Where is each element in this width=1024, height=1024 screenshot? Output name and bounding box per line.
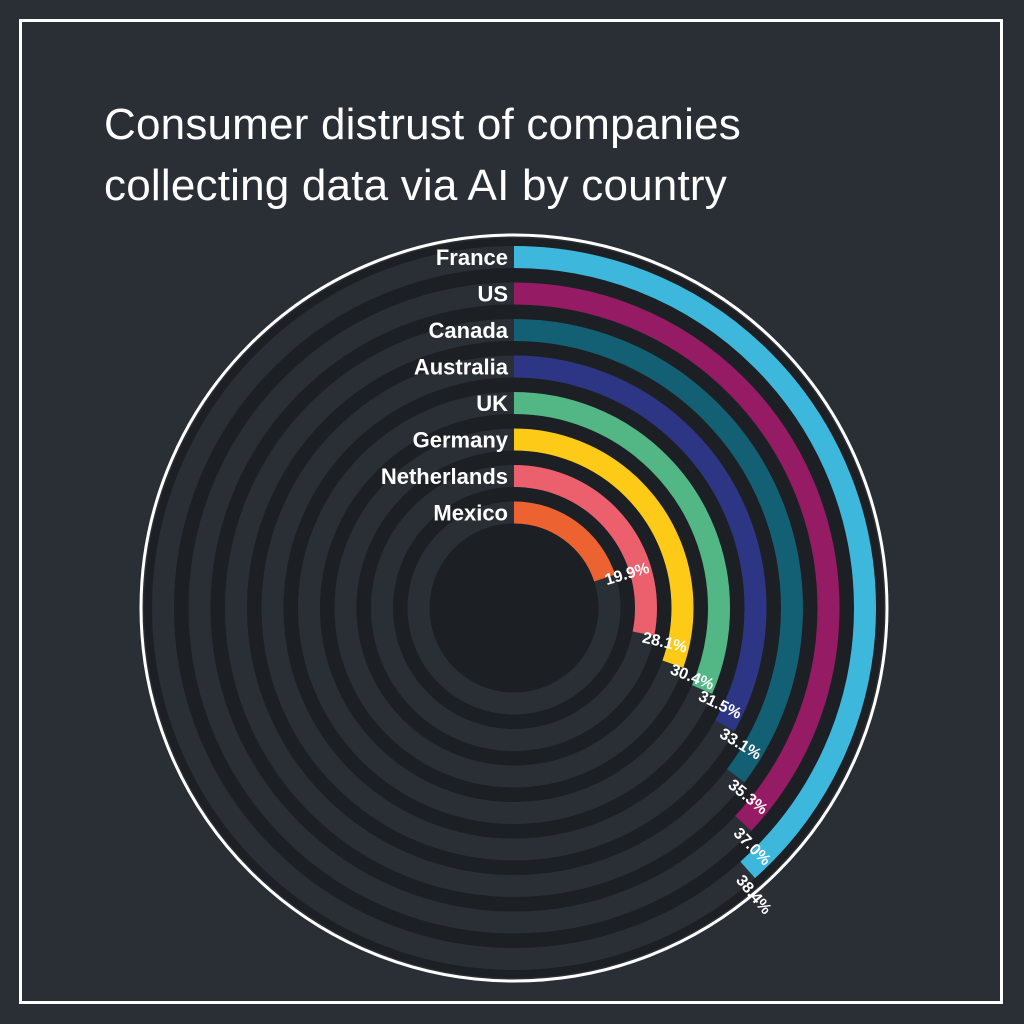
category-label: UK [476, 391, 508, 416]
bar-arc-canada [225, 319, 803, 897]
category-label: Netherlands [381, 464, 508, 489]
chart-title: Consumer distrust of companies collectin… [104, 94, 864, 216]
bar-arc-uk [298, 392, 730, 824]
category-label: US [477, 282, 508, 307]
bar-arc-australia [261, 355, 767, 861]
outer-frame [19, 19, 1003, 1004]
chart-title-line-2: collecting data via AI by country [104, 161, 727, 210]
chart-title-line-1: Consumer distrust of companies [104, 100, 741, 149]
category-label: Australia [414, 355, 509, 380]
category-label: Mexico [433, 501, 508, 526]
bar-arc-us [188, 282, 840, 934]
bar-arc-netherlands [371, 465, 657, 751]
category-label: Canada [429, 318, 509, 343]
chart-center [435, 529, 593, 687]
chart-outline-ring [139, 233, 889, 983]
category-label: Germany [413, 428, 509, 453]
bar-arc-france [152, 246, 876, 970]
category-label: France [436, 245, 508, 270]
bar-arc-mexico [407, 501, 621, 715]
bar-arc-germany [334, 428, 694, 788]
